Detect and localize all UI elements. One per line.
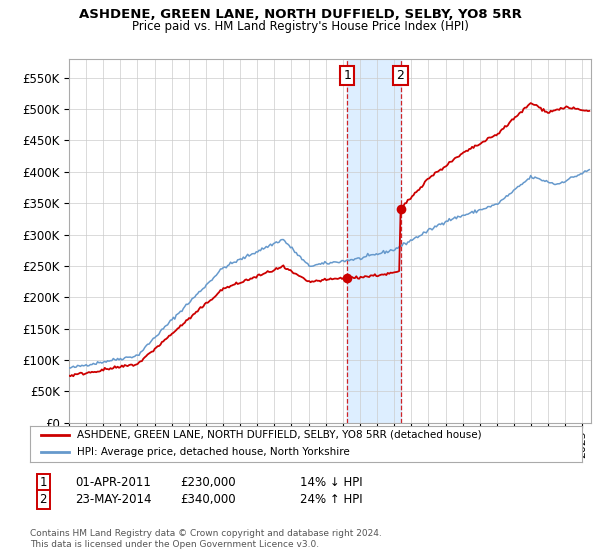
Text: 1: 1 (343, 69, 351, 82)
Bar (347, 59, 401, 423)
Text: £230,000: £230,000 (180, 476, 236, 489)
Text: 23-MAY-2014: 23-MAY-2014 (75, 493, 151, 506)
Text: 01-APR-2011: 01-APR-2011 (75, 476, 151, 489)
Text: Price paid vs. HM Land Registry's House Price Index (HPI): Price paid vs. HM Land Registry's House … (131, 20, 469, 32)
Text: ASHDENE, GREEN LANE, NORTH DUFFIELD, SELBY, YO8 5RR (detached house): ASHDENE, GREEN LANE, NORTH DUFFIELD, SEL… (77, 430, 482, 440)
Text: 14% ↓ HPI: 14% ↓ HPI (300, 476, 362, 489)
Text: HPI: Average price, detached house, North Yorkshire: HPI: Average price, detached house, Nort… (77, 447, 350, 457)
Text: 2: 2 (40, 493, 47, 506)
Text: 24% ↑ HPI: 24% ↑ HPI (300, 493, 362, 506)
Text: £340,000: £340,000 (180, 493, 236, 506)
Text: 1: 1 (40, 476, 47, 489)
Text: 2: 2 (397, 69, 404, 82)
Text: Contains HM Land Registry data © Crown copyright and database right 2024.
This d: Contains HM Land Registry data © Crown c… (30, 529, 382, 549)
Text: ASHDENE, GREEN LANE, NORTH DUFFIELD, SELBY, YO8 5RR: ASHDENE, GREEN LANE, NORTH DUFFIELD, SEL… (79, 8, 521, 21)
